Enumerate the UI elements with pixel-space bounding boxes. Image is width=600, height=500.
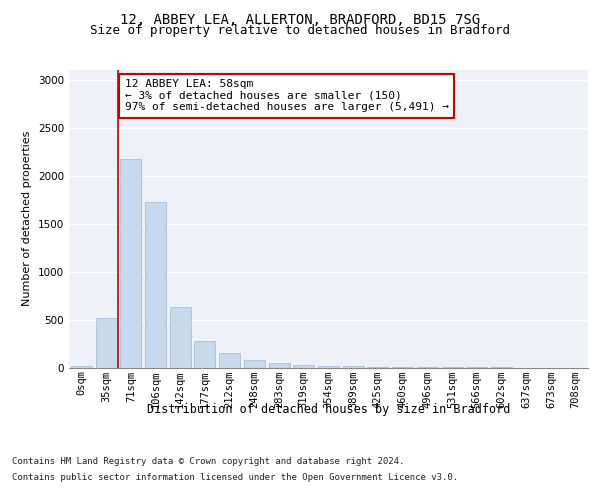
Text: Contains HM Land Registry data © Crown copyright and database right 2024.: Contains HM Land Registry data © Crown c… [12, 458, 404, 466]
Text: Contains public sector information licensed under the Open Government Licence v3: Contains public sector information licen… [12, 472, 458, 482]
Y-axis label: Number of detached properties: Number of detached properties [22, 131, 32, 306]
Text: 12 ABBEY LEA: 58sqm
← 3% of detached houses are smaller (150)
97% of semi-detach: 12 ABBEY LEA: 58sqm ← 3% of detached hou… [125, 80, 449, 112]
Bar [170, 306, 191, 368]
Bar [367, 366, 388, 368]
Bar [293, 364, 314, 368]
Bar [71, 366, 92, 368]
Bar [269, 363, 290, 368]
Bar [318, 366, 339, 368]
Bar [343, 366, 364, 368]
Bar [244, 360, 265, 368]
Bar [194, 340, 215, 367]
Text: Size of property relative to detached houses in Bradford: Size of property relative to detached ho… [90, 24, 510, 37]
Text: 12, ABBEY LEA, ALLERTON, BRADFORD, BD15 7SG: 12, ABBEY LEA, ALLERTON, BRADFORD, BD15 … [120, 12, 480, 26]
Text: Distribution of detached houses by size in Bradford: Distribution of detached houses by size … [147, 402, 511, 415]
Bar [219, 353, 240, 368]
Bar [120, 159, 141, 368]
Bar [95, 318, 116, 368]
Bar [145, 202, 166, 368]
